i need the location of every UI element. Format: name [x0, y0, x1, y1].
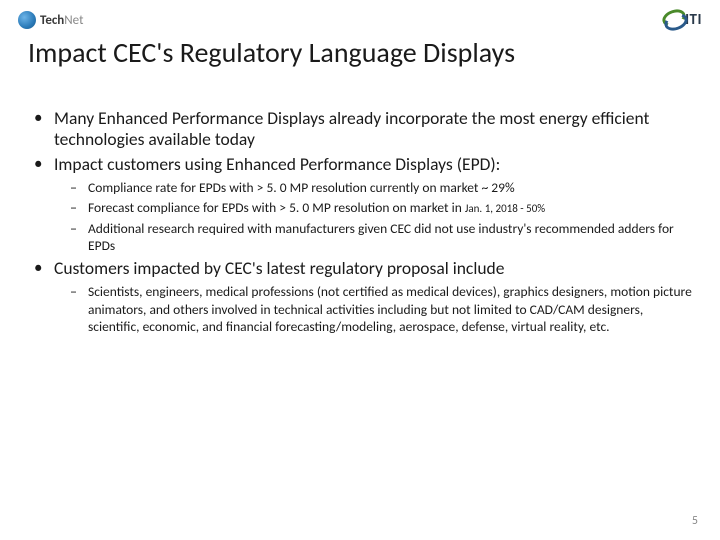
- sub-bullet-text: Compliance rate for EPDs with > 5. 0 MP …: [88, 179, 515, 196]
- sub-bullet-list: Compliance rate for EPDs with > 5. 0 MP …: [54, 179, 696, 254]
- sub-bullet-list: Scientists, engineers, medical professio…: [54, 283, 696, 335]
- sub-bullet-text: Scientists, engineers, medical professio…: [88, 283, 692, 335]
- bullet-text: Impact customers using Enhanced Performa…: [54, 153, 500, 175]
- technet-globe-icon: [18, 11, 36, 29]
- bullet-item: Many Enhanced Performance Displays alrea…: [46, 108, 696, 151]
- sub-bullet-text: Forecast compliance for EPDs with > 5. 0…: [88, 199, 462, 216]
- sub-bullet-item: Compliance rate for EPDs with > 5. 0 MP …: [82, 179, 696, 196]
- iti-swirl-icon: [662, 10, 682, 30]
- bullet-text: Customers impacted by CEC's latest regul…: [54, 257, 504, 279]
- page-number: 5: [692, 514, 698, 528]
- bullet-item: Impact customers using Enhanced Performa…: [46, 154, 696, 254]
- slide-title: Impact CEC's Regulatory Language Display…: [28, 38, 692, 69]
- bullet-item: Customers impacted by CEC's latest regul…: [46, 258, 696, 335]
- sub-bullet-item: Forecast compliance for EPDs with > 5. 0…: [82, 199, 696, 216]
- sub-bullet-item: Additional research required with manufa…: [82, 220, 696, 255]
- bullet-list: Many Enhanced Performance Displays alrea…: [24, 108, 696, 335]
- bullet-text: Many Enhanced Performance Displays alrea…: [54, 107, 649, 150]
- sub-bullet-tail: Jan. 1, 2018 - 50%: [465, 202, 545, 215]
- sub-bullet-item: Scientists, engineers, medical professio…: [82, 283, 696, 335]
- iti-logo: ITI: [662, 10, 702, 30]
- technet-logo: TechNet: [18, 11, 83, 29]
- technet-logo-text: TechNet: [40, 13, 83, 28]
- header-logos: TechNet ITI: [18, 6, 702, 34]
- slide-content: Many Enhanced Performance Displays alrea…: [24, 108, 696, 510]
- sub-bullet-text: Additional research required with manufa…: [88, 220, 674, 254]
